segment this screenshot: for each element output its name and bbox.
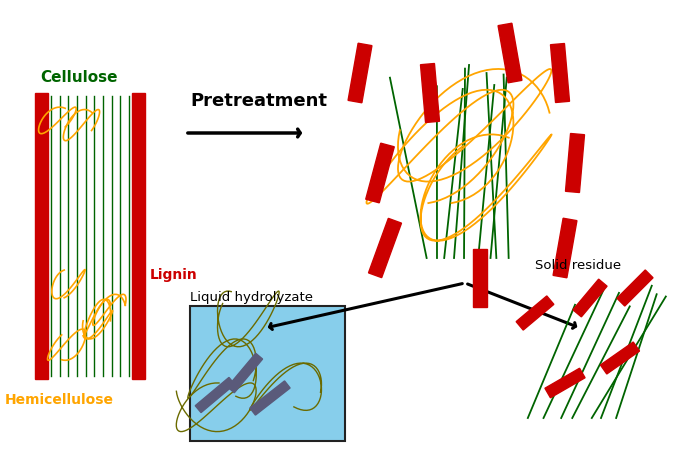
- Bar: [250, 381, 290, 415]
- Text: Lignin: Lignin: [150, 268, 198, 282]
- Bar: [565, 134, 585, 193]
- Bar: [473, 250, 487, 307]
- Text: Pretreatment: Pretreatment: [190, 92, 327, 110]
- Text: Solid residue: Solid residue: [535, 258, 621, 271]
- Bar: [368, 219, 401, 278]
- Bar: [550, 44, 570, 103]
- Bar: [35, 94, 48, 379]
- Text: Cellulose: Cellulose: [40, 70, 117, 85]
- Bar: [516, 296, 554, 331]
- Bar: [420, 64, 440, 123]
- Bar: [600, 342, 640, 374]
- Bar: [553, 219, 577, 278]
- Bar: [195, 378, 235, 413]
- Bar: [545, 369, 585, 398]
- Text: Liquid hydrolyzate: Liquid hydrolyzate: [190, 290, 313, 303]
- Bar: [498, 24, 522, 84]
- Bar: [617, 270, 653, 307]
- Bar: [573, 280, 607, 317]
- Bar: [190, 307, 345, 441]
- Bar: [348, 44, 372, 104]
- Bar: [227, 353, 262, 393]
- Text: Hemicellulose: Hemicellulose: [5, 392, 114, 406]
- Bar: [132, 94, 145, 379]
- Bar: [365, 144, 394, 203]
